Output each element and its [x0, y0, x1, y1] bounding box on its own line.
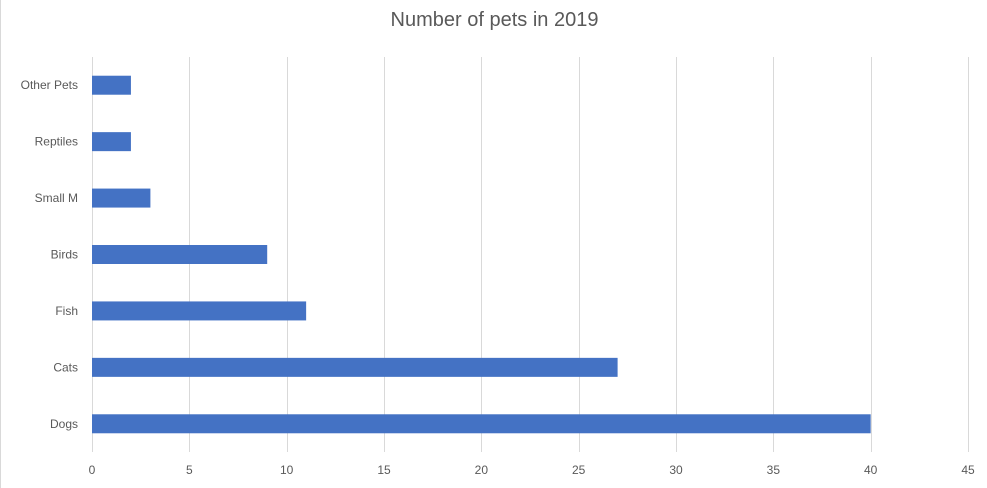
category-label: Reptiles [35, 135, 78, 149]
category-label: Fish [55, 304, 78, 318]
x-tick-label: 35 [767, 463, 781, 477]
x-tick-label: 5 [186, 463, 193, 477]
bar [92, 75, 131, 95]
x-tick-label: 0 [89, 463, 96, 477]
category-label: Cats [53, 360, 78, 374]
chart-title: Number of pets in 2019 [390, 9, 599, 31]
bar [92, 132, 131, 152]
x-tick-label: 25 [572, 463, 586, 477]
category-label: Birds [51, 248, 78, 262]
category-label: Small M [35, 191, 78, 205]
x-tick-label: 20 [475, 463, 489, 477]
x-tick-label: 40 [864, 463, 878, 477]
x-tick-label: 10 [280, 463, 294, 477]
bar [92, 414, 871, 434]
category-label: Other Pets [21, 78, 78, 92]
x-tick-label: 15 [377, 463, 391, 477]
bar [92, 188, 151, 208]
category-label: Dogs [50, 417, 78, 431]
x-tick-label: 30 [669, 463, 683, 477]
x-tick-label: 45 [961, 463, 975, 477]
bar [92, 357, 618, 377]
bar [92, 245, 268, 264]
bar [92, 301, 307, 321]
